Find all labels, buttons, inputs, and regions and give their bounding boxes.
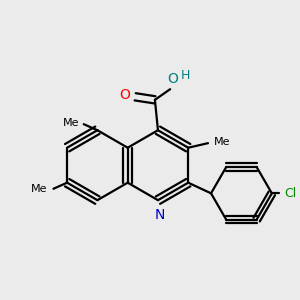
Text: Cl: Cl: [285, 187, 297, 200]
Text: Me: Me: [31, 184, 47, 194]
Text: O: O: [168, 72, 178, 86]
Text: N: N: [154, 208, 165, 222]
Text: Me: Me: [63, 118, 79, 128]
Text: O: O: [120, 88, 130, 102]
Text: Me: Me: [214, 136, 231, 147]
Text: H: H: [181, 69, 190, 82]
